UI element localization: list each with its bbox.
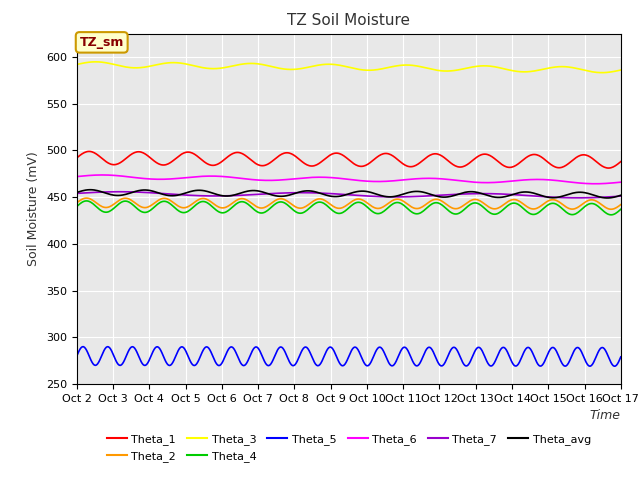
Theta_5 [520,349,527,355]
Theta_4 [336,211,344,216]
Theta_4 [369,208,376,214]
Theta_2 [83,195,90,201]
Theta_5 [611,363,618,369]
Theta_2 [332,205,340,211]
Theta_1 [73,155,81,161]
Theta_5 [79,344,87,349]
Line: Theta_5: Theta_5 [77,347,621,366]
Theta_6 [369,179,376,184]
Theta_4 [83,198,90,204]
Text: TZ_sm: TZ_sm [79,36,124,49]
Theta_7 [73,191,81,196]
Legend: Theta_1, Theta_2, Theta_3, Theta_4, Theta_5, Theta_6, Theta_7, Theta_avg: Theta_1, Theta_2, Theta_3, Theta_4, Thet… [102,430,595,466]
Theta_2 [73,200,81,205]
Theta_4 [520,206,527,212]
Theta_6 [336,175,344,181]
Theta_1 [85,148,93,154]
Theta_4 [332,210,340,216]
Theta_avg [332,194,340,200]
Theta_3 [92,59,99,65]
Line: Theta_6: Theta_6 [77,175,621,184]
Theta_7 [575,195,582,201]
Theta_7 [332,191,340,197]
Theta_1 [606,165,614,171]
Theta_1 [336,151,344,156]
Theta_3 [369,67,376,73]
Theta_2 [398,197,406,203]
Theta_1 [617,159,625,165]
Theta_2 [605,206,612,212]
Theta_1 [332,150,340,156]
Theta_1 [398,160,406,166]
Theta_7 [398,194,406,200]
Theta_2 [617,202,625,207]
Theta_2 [369,204,376,209]
Theta_3 [332,62,340,68]
Theta_avg [369,190,376,196]
Theta_avg [336,193,344,199]
Theta_7 [520,192,527,198]
Theta_7 [369,193,376,199]
Theta_1 [520,156,527,162]
Theta_avg [606,195,614,201]
Theta_6 [606,180,614,186]
Theta_4 [605,212,612,217]
Y-axis label: Soil Moisture (mV): Soil Moisture (mV) [28,151,40,266]
Theta_avg [520,189,527,195]
Theta_7 [115,189,123,194]
Theta_avg [398,192,406,197]
Line: Theta_7: Theta_7 [77,192,621,198]
Theta_6 [98,172,106,178]
Theta_7 [617,193,625,199]
Line: Theta_avg: Theta_avg [77,190,621,198]
Theta_7 [336,191,344,197]
Theta_3 [598,70,606,75]
Theta_5 [369,357,376,362]
Theta_4 [398,201,406,207]
Theta_3 [617,67,625,73]
Theta_4 [607,212,615,218]
Text: Time: Time [590,408,621,421]
Theta_5 [398,347,406,352]
Theta_3 [398,62,406,68]
Theta_5 [336,360,344,366]
Theta_6 [617,180,625,185]
Theta_6 [398,177,406,183]
Theta_2 [607,206,615,212]
Line: Theta_3: Theta_3 [77,62,621,72]
Theta_avg [73,190,81,195]
Theta_6 [73,174,81,180]
Theta_5 [617,354,625,360]
Theta_avg [617,192,625,198]
Line: Theta_1: Theta_1 [77,151,621,168]
Theta_5 [605,355,612,360]
Theta_3 [520,69,527,75]
Theta_2 [336,205,344,211]
Theta_4 [617,206,625,212]
Theta_avg [86,187,93,192]
Theta_6 [520,177,527,183]
Theta_5 [73,353,81,359]
Theta_4 [73,204,81,209]
Theta_5 [332,353,340,359]
Theta_1 [605,165,612,171]
Theta_6 [332,175,340,181]
Theta_avg [604,195,612,201]
Theta_3 [73,61,81,67]
Line: Theta_2: Theta_2 [77,198,621,209]
Title: TZ Soil Moisture: TZ Soil Moisture [287,13,410,28]
Theta_1 [369,158,376,164]
Theta_3 [336,62,344,68]
Theta_7 [606,194,614,200]
Theta_6 [592,181,600,187]
Theta_3 [606,69,614,75]
Theta_2 [520,202,527,207]
Line: Theta_4: Theta_4 [77,201,621,215]
